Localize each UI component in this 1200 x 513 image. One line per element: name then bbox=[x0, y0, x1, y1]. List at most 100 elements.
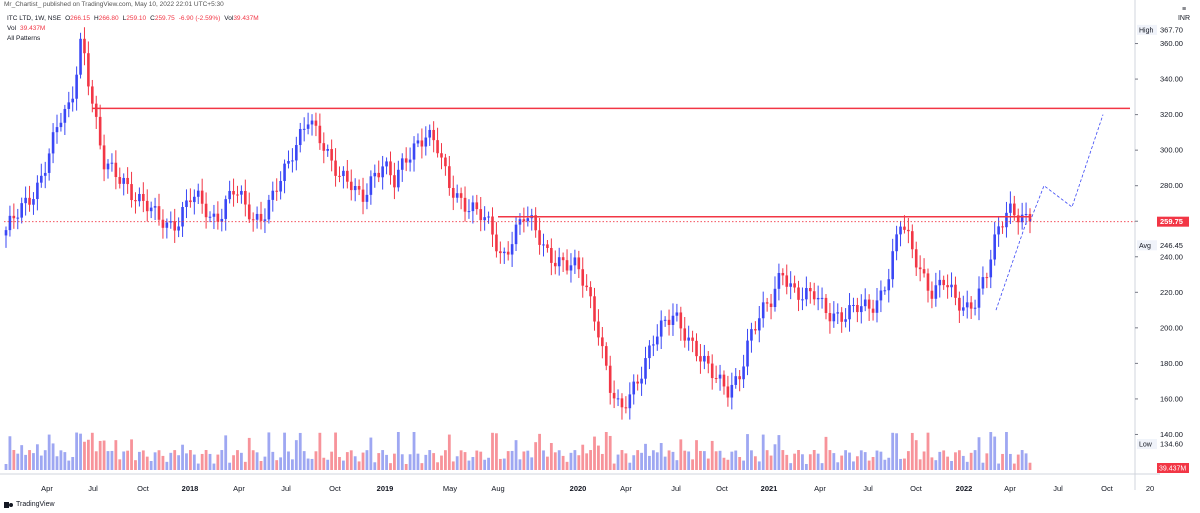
candle-body[interactable] bbox=[612, 392, 616, 399]
candle-body[interactable] bbox=[67, 102, 71, 109]
candle-body[interactable] bbox=[714, 378, 718, 380]
candle-body[interactable] bbox=[632, 381, 636, 395]
candle-body[interactable] bbox=[385, 161, 388, 167]
candle-body[interactable] bbox=[1020, 214, 1024, 223]
candle-body[interactable] bbox=[514, 224, 518, 245]
candle-body[interactable] bbox=[640, 378, 643, 384]
candle-body[interactable] bbox=[699, 356, 702, 362]
candle-body[interactable] bbox=[302, 128, 306, 130]
candle-body[interactable] bbox=[208, 216, 212, 218]
candle-body[interactable] bbox=[565, 260, 569, 271]
candle-body[interactable] bbox=[848, 305, 851, 320]
candle-body[interactable] bbox=[75, 74, 78, 99]
candle-body[interactable] bbox=[624, 407, 628, 409]
candle-body[interactable] bbox=[538, 230, 541, 245]
footer-brand[interactable]: TradingView bbox=[4, 501, 55, 508]
candle-body[interactable] bbox=[671, 315, 675, 325]
candle-body[interactable] bbox=[459, 193, 463, 198]
candle-body[interactable] bbox=[754, 329, 757, 331]
candle-body[interactable] bbox=[997, 226, 1000, 235]
candle-body[interactable] bbox=[844, 319, 847, 322]
candle-body[interactable] bbox=[863, 299, 867, 307]
candle-body[interactable] bbox=[142, 193, 145, 201]
candle-body[interactable] bbox=[122, 177, 126, 184]
candle-body[interactable] bbox=[400, 158, 404, 170]
candle-body[interactable] bbox=[149, 207, 153, 212]
candle-body[interactable] bbox=[542, 244, 545, 246]
candle-body[interactable] bbox=[628, 394, 632, 409]
candle-body[interactable] bbox=[369, 176, 373, 195]
candle-body[interactable] bbox=[867, 299, 871, 309]
candle-body[interactable] bbox=[526, 218, 530, 222]
indicator-label[interactable]: All Patterns bbox=[7, 35, 41, 42]
candle-body[interactable] bbox=[322, 143, 326, 151]
candle-body[interactable] bbox=[691, 337, 694, 341]
candle-body[interactable] bbox=[134, 200, 137, 202]
support-trendline[interactable] bbox=[995, 222, 1027, 311]
candle-body[interactable] bbox=[757, 318, 761, 331]
candle-body[interactable] bbox=[761, 302, 765, 319]
candle-body[interactable] bbox=[655, 336, 659, 345]
candle-body[interactable] bbox=[502, 251, 506, 254]
candle-body[interactable] bbox=[310, 120, 314, 125]
candle-body[interactable] bbox=[298, 129, 302, 146]
candle-body[interactable] bbox=[228, 190, 231, 200]
candle-body[interactable] bbox=[361, 189, 365, 202]
candle-body[interactable] bbox=[942, 279, 945, 286]
candle-body[interactable] bbox=[679, 312, 683, 329]
candle-body[interactable] bbox=[130, 184, 133, 201]
candle-body[interactable] bbox=[87, 53, 90, 87]
candle-body[interactable] bbox=[695, 340, 698, 357]
candle-body[interactable] bbox=[687, 337, 690, 341]
candle-body[interactable] bbox=[522, 219, 526, 222]
candle-body[interactable] bbox=[114, 162, 118, 178]
candle-body[interactable] bbox=[550, 247, 553, 263]
candle-body[interactable] bbox=[94, 103, 98, 117]
candle-body[interactable] bbox=[593, 296, 596, 322]
candle-body[interactable] bbox=[157, 206, 161, 220]
projection-path[interactable] bbox=[1029, 114, 1104, 222]
candle-body[interactable] bbox=[118, 177, 122, 184]
candle-body[interactable] bbox=[20, 203, 23, 218]
candle-body[interactable] bbox=[145, 200, 149, 212]
candle-body[interactable] bbox=[342, 170, 345, 177]
candle-body[interactable] bbox=[83, 38, 86, 54]
candle-body[interactable] bbox=[216, 213, 220, 222]
candle-body[interactable] bbox=[275, 190, 279, 192]
candle-body[interactable] bbox=[918, 267, 922, 270]
candle-body[interactable] bbox=[212, 213, 216, 217]
candle-body[interactable] bbox=[914, 249, 918, 268]
candle-body[interactable] bbox=[534, 215, 537, 231]
candle-body[interactable] bbox=[306, 124, 310, 129]
candle-body[interactable] bbox=[251, 219, 255, 221]
candle-body[interactable] bbox=[224, 199, 228, 219]
candle-body[interactable] bbox=[769, 303, 773, 308]
candle-body[interactable] bbox=[338, 175, 341, 177]
candle-body[interactable] bbox=[1028, 214, 1032, 222]
candle-body[interactable] bbox=[40, 175, 43, 183]
candle-body[interactable] bbox=[455, 193, 459, 198]
candle-body[interactable] bbox=[346, 170, 349, 182]
candle-body[interactable] bbox=[259, 213, 263, 221]
candle-body[interactable] bbox=[546, 244, 549, 248]
candle-body[interactable] bbox=[710, 363, 714, 379]
candle-body[interactable] bbox=[43, 172, 47, 176]
candle-body[interactable] bbox=[397, 169, 400, 188]
candle-body[interactable] bbox=[852, 304, 855, 306]
candle-body[interactable] bbox=[365, 194, 369, 202]
candle-body[interactable] bbox=[785, 275, 789, 287]
candle-body[interactable] bbox=[181, 207, 184, 227]
candle-body[interactable] bbox=[126, 177, 129, 185]
candle-body[interactable] bbox=[240, 190, 243, 195]
candle-body[interactable] bbox=[1024, 214, 1028, 216]
candle-body[interactable] bbox=[879, 290, 883, 301]
candle-body[interactable] bbox=[706, 355, 710, 364]
candle-body[interactable] bbox=[475, 202, 479, 210]
candle-body[interactable] bbox=[4, 230, 8, 236]
candle-body[interactable] bbox=[703, 355, 706, 362]
candle-body[interactable] bbox=[232, 190, 235, 195]
candle-body[interactable] bbox=[334, 160, 337, 176]
candle-body[interactable] bbox=[1016, 215, 1020, 223]
candle-body[interactable] bbox=[773, 288, 777, 308]
candle-body[interactable] bbox=[59, 122, 63, 128]
